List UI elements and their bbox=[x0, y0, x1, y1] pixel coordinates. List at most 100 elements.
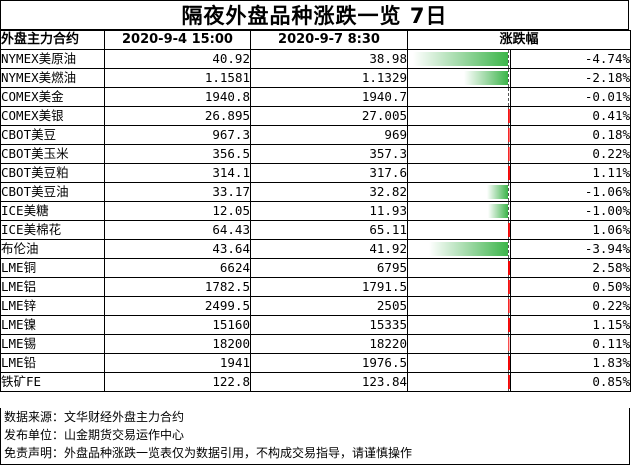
change-percent: -1.00% bbox=[509, 201, 631, 221]
price-after: 969 bbox=[250, 125, 408, 145]
change-bar-cell bbox=[407, 220, 511, 240]
price-after: 1976.5 bbox=[250, 353, 408, 373]
table-row: ICE美棉花 64.43 65.11 1.06% bbox=[0, 220, 631, 240]
change-bar-up bbox=[508, 223, 510, 237]
change-bar-up bbox=[508, 318, 510, 332]
change-percent: -3.94% bbox=[509, 239, 631, 259]
contract-name: LME铅 bbox=[0, 353, 105, 373]
zero-axis bbox=[508, 88, 509, 106]
change-percent: -1.06% bbox=[509, 182, 631, 202]
table-row: LME铅 1941 1976.5 1.83% bbox=[0, 353, 631, 373]
header-date1: 2020-9-4 15:00 bbox=[104, 30, 251, 50]
price-after: 6795 bbox=[250, 258, 408, 278]
price-before: 64.43 bbox=[104, 220, 251, 240]
change-bar-up bbox=[508, 109, 510, 123]
table-row: 铁矿FE 122.8 123.84 0.85% bbox=[0, 372, 631, 392]
table-row: NYMEX美燃油 1.1581 1.1329 -2.18% bbox=[0, 68, 631, 88]
price-before: 314.1 bbox=[104, 163, 251, 183]
price-before: 356.5 bbox=[104, 144, 251, 164]
change-bar-cell bbox=[407, 106, 511, 126]
table-row: 布伦油 43.64 41.92 -3.94% bbox=[0, 239, 631, 259]
change-bar-down bbox=[429, 242, 508, 256]
contract-name: NYMEX美原油 bbox=[0, 49, 105, 69]
change-percent: 0.85% bbox=[509, 372, 631, 392]
price-before: 15160 bbox=[104, 315, 251, 335]
change-percent: -0.01% bbox=[509, 87, 631, 107]
price-after: 38.98 bbox=[250, 49, 408, 69]
price-after: 2505 bbox=[250, 296, 408, 316]
change-bar-up bbox=[508, 147, 510, 161]
change-bar-cell bbox=[407, 258, 511, 278]
change-bar-cell bbox=[407, 163, 511, 183]
page-title: 隔夜外盘品种涨跌一览 7日 bbox=[0, 0, 629, 30]
zero-axis bbox=[508, 202, 509, 220]
change-bar-cell bbox=[407, 296, 511, 316]
change-bar-down bbox=[464, 71, 508, 85]
data-source: 数据来源：文华财经外盘主力合约 bbox=[4, 410, 185, 424]
change-percent: 2.58% bbox=[509, 258, 631, 278]
price-after: 1791.5 bbox=[250, 277, 408, 297]
change-bar-down bbox=[413, 52, 508, 66]
zero-axis bbox=[508, 240, 509, 258]
change-bar-cell bbox=[407, 239, 511, 259]
table-row: LME镍 15160 15335 1.15% bbox=[0, 315, 631, 335]
change-percent: 0.11% bbox=[509, 334, 631, 354]
table-body: NYMEX美原油 40.92 38.98 -4.74% NYMEX美燃油 1.1581 1.… bbox=[0, 49, 631, 392]
contract-name: CBOT美豆 bbox=[0, 125, 105, 145]
contract-name: LME镍 bbox=[0, 315, 105, 335]
change-percent: 0.50% bbox=[509, 277, 631, 297]
change-bar-down bbox=[486, 185, 508, 199]
price-after: 27.005 bbox=[250, 106, 408, 126]
price-after: 317.6 bbox=[250, 163, 408, 183]
contract-name: LME锡 bbox=[0, 334, 105, 354]
price-before: 2499.5 bbox=[104, 296, 251, 316]
change-bar-up bbox=[508, 356, 510, 370]
header-name: 外盘主力合约 bbox=[0, 30, 105, 50]
change-percent: 1.15% bbox=[509, 315, 631, 335]
price-after: 18220 bbox=[250, 334, 408, 354]
price-before: 1941 bbox=[104, 353, 251, 373]
change-percent: 1.06% bbox=[509, 220, 631, 240]
price-before: 1782.5 bbox=[104, 277, 251, 297]
contract-name: ICE美棉花 bbox=[0, 220, 105, 240]
price-after: 65.11 bbox=[250, 220, 408, 240]
table-row: NYMEX美原油 40.92 38.98 -4.74% bbox=[0, 49, 631, 69]
price-before: 967.3 bbox=[104, 125, 251, 145]
price-before: 122.8 bbox=[104, 372, 251, 392]
footer-notes: 数据来源：文华财经外盘主力合约 发布单位：山金期货交易运作中心 免责声明：外盘品… bbox=[0, 408, 630, 465]
price-before: 40.92 bbox=[104, 49, 251, 69]
contract-name: COMEX美金 bbox=[0, 87, 105, 107]
change-percent: 1.83% bbox=[509, 353, 631, 373]
contract-name: CBOT美豆油 bbox=[0, 182, 105, 202]
header-change: 涨跌幅 bbox=[406, 30, 631, 50]
price-after: 15335 bbox=[250, 315, 408, 335]
price-after: 123.84 bbox=[250, 372, 408, 392]
table-row: CBOT美豆 967.3 969 0.18% bbox=[0, 125, 631, 145]
contract-name: CBOT美豆粕 bbox=[0, 163, 105, 183]
contract-name: LME锌 bbox=[0, 296, 105, 316]
change-bar-cell bbox=[407, 277, 511, 297]
change-percent: 0.22% bbox=[509, 296, 631, 316]
change-bar-cell bbox=[407, 49, 511, 69]
change-bar-up bbox=[508, 337, 510, 351]
header-date2: 2020-9-7 8:30 bbox=[250, 30, 408, 50]
disclaimer: 免责声明：外盘品种涨跌一览表仅为数据引用，不构成交易指导，请谨慎操作 bbox=[4, 446, 413, 460]
contract-name: COMEX美银 bbox=[0, 106, 105, 126]
change-bar-cell bbox=[407, 353, 511, 373]
change-bar-cell bbox=[407, 125, 511, 145]
header-row: 外盘主力合约 2020-9-4 15:00 2020-9-7 8:30 涨跌幅 bbox=[0, 30, 631, 50]
contract-name: LME铜 bbox=[0, 258, 105, 278]
price-after: 1940.7 bbox=[250, 87, 408, 107]
zero-axis bbox=[508, 69, 509, 87]
table-row: COMEX美银 26.895 27.005 0.41% bbox=[0, 106, 631, 126]
change-bar-cell bbox=[407, 372, 511, 392]
price-after: 11.93 bbox=[250, 201, 408, 221]
change-bar-up bbox=[508, 261, 510, 275]
zero-axis bbox=[508, 183, 509, 201]
table-row: LME铝 1782.5 1791.5 0.50% bbox=[0, 277, 631, 297]
change-bar-cell bbox=[407, 87, 511, 107]
price-change-table: 外盘主力合约 2020-9-4 15:00 2020-9-7 8:30 涨跌幅 … bbox=[0, 30, 631, 392]
change-percent: 0.22% bbox=[509, 144, 631, 164]
price-before: 1940.8 bbox=[104, 87, 251, 107]
table-row: LME锡 18200 18220 0.11% bbox=[0, 334, 631, 354]
